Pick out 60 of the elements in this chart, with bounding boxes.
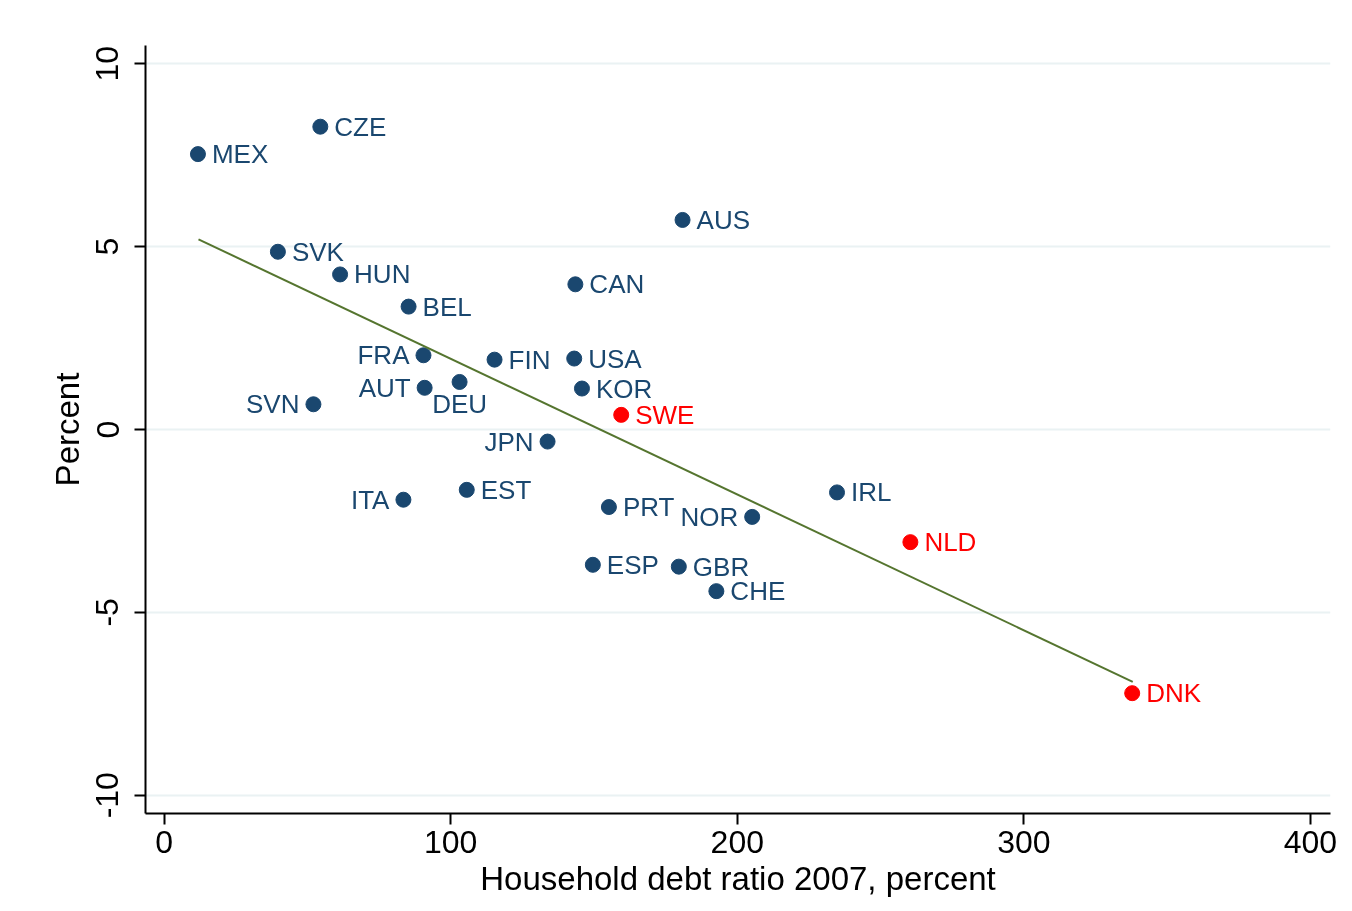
data-label: AUT: [358, 372, 411, 403]
point: [567, 276, 584, 293]
data-label: NLD: [924, 527, 977, 558]
x-tick-label: 100: [424, 823, 478, 860]
x-tick-label: 400: [1283, 823, 1338, 860]
data-label: ITA: [350, 484, 391, 515]
point: [708, 583, 725, 600]
point: [416, 379, 433, 396]
point: [584, 556, 601, 573]
data-label: ESP: [606, 549, 659, 580]
point: [902, 534, 919, 551]
data-label: CZE: [334, 111, 387, 142]
data-label: MEX: [211, 139, 269, 170]
point: [1124, 685, 1141, 702]
data-label: HUN: [354, 259, 411, 290]
data-label: NOR: [680, 501, 739, 532]
data-label: SVK: [291, 236, 345, 267]
point: [189, 146, 206, 163]
y-tick-label: 5: [89, 237, 126, 256]
data-label: JPN: [484, 426, 534, 457]
y-tick-label: 0: [89, 420, 126, 439]
data-label: SVN: [245, 389, 300, 420]
point: [566, 350, 583, 367]
point: [305, 396, 322, 413]
point: [400, 298, 417, 315]
data-label: DNK: [1146, 678, 1202, 709]
point: [269, 243, 286, 260]
point: [674, 211, 691, 228]
point: [744, 508, 761, 525]
point: [458, 481, 475, 498]
data-label: AUS: [696, 204, 751, 235]
y-axis-title: Percent: [48, 372, 86, 487]
data-label: PRT: [622, 492, 675, 523]
x-tick-label: 0: [155, 823, 174, 860]
point: [451, 373, 468, 390]
data-label: CAN: [589, 269, 645, 300]
y-tick-label: -10: [89, 772, 126, 819]
point: [600, 499, 617, 516]
point: [332, 266, 349, 283]
point: [415, 347, 432, 364]
data-label: FIN: [508, 344, 551, 375]
data-label: EST: [480, 474, 532, 505]
point: [613, 406, 630, 423]
point: [486, 351, 503, 368]
y-tick-label: -5: [89, 598, 126, 627]
data-label: IRL: [851, 477, 892, 508]
data-label: USA: [588, 343, 643, 374]
data-label: FRA: [357, 340, 411, 371]
data-label: DEU: [432, 388, 488, 419]
point: [539, 433, 556, 450]
data-label: BEL: [422, 291, 472, 322]
x-tick-label: 200: [710, 823, 764, 860]
point: [312, 118, 329, 135]
point: [573, 380, 590, 397]
x-axis-title: Household debt ratio 2007, percent: [480, 859, 996, 897]
x-tick-label: 300: [997, 823, 1051, 860]
point: [395, 491, 412, 508]
y-tick-label: 10: [89, 45, 126, 82]
point: [829, 484, 846, 501]
point: [670, 558, 687, 575]
